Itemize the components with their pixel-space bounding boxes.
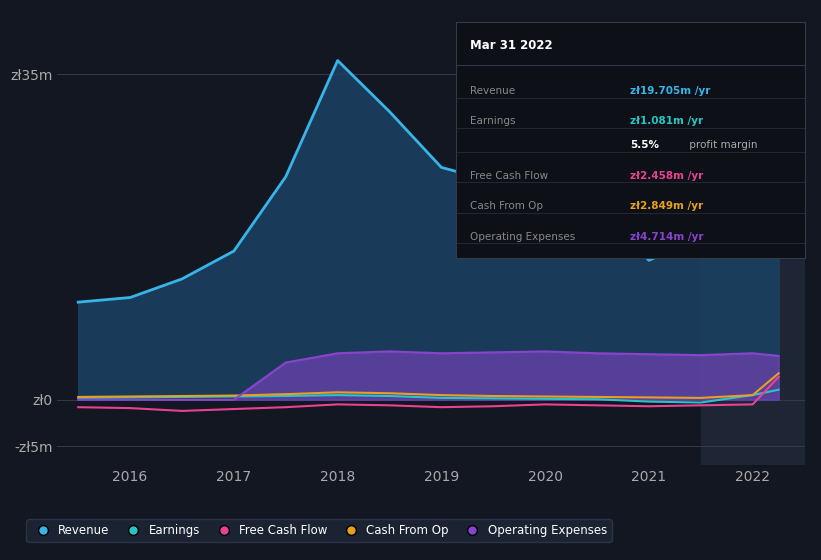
Bar [701,28,805,465]
Text: Earnings: Earnings [470,116,515,127]
Text: 5.5%: 5.5% [631,140,659,150]
Text: zł19.705m /yr: zł19.705m /yr [631,86,710,96]
Text: Cash From Op: Cash From Op [470,201,543,211]
Text: zł1.081m /yr: zł1.081m /yr [631,116,704,127]
Text: Revenue: Revenue [470,86,515,96]
Text: zł2.849m /yr: zł2.849m /yr [631,201,704,211]
Text: profit margin: profit margin [686,140,758,150]
Text: Operating Expenses: Operating Expenses [470,232,575,242]
Text: zł4.714m /yr: zł4.714m /yr [631,232,704,242]
Text: Free Cash Flow: Free Cash Flow [470,171,548,180]
Text: Mar 31 2022: Mar 31 2022 [470,39,553,52]
Legend: Revenue, Earnings, Free Cash Flow, Cash From Op, Operating Expenses: Revenue, Earnings, Free Cash Flow, Cash … [26,520,612,542]
Text: zł2.458m /yr: zł2.458m /yr [631,171,704,180]
